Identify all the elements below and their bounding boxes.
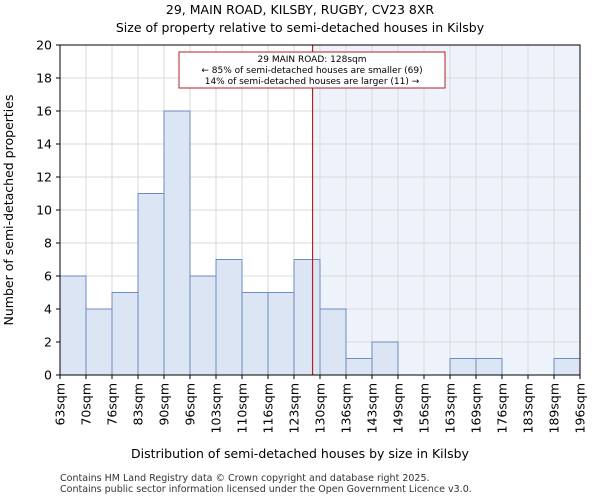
- bar: [111, 292, 139, 376]
- bar: [293, 259, 321, 376]
- x-tick-label: 176sqm: [495, 383, 510, 433]
- bar: [475, 358, 503, 376]
- annotation-line-1: 29 MAIN ROAD: 128sqm: [258, 55, 367, 65]
- bar: [267, 292, 295, 376]
- chart-title: 29, MAIN ROAD, KILSBY, RUGBY, CV23 8XR: [166, 2, 435, 17]
- x-tick-label: 196sqm: [573, 383, 588, 433]
- y-tick-label: 12: [36, 170, 52, 185]
- x-tick-label: 63sqm: [53, 383, 68, 426]
- y-tick-label: 10: [36, 203, 52, 218]
- bar: [85, 308, 113, 376]
- footer-line-1: Contains HM Land Registry data © Crown c…: [60, 473, 430, 484]
- bar: [163, 110, 191, 376]
- x-tick-label: 123sqm: [287, 383, 302, 433]
- y-tick-label: 0: [44, 368, 52, 383]
- x-tick-label: 110sqm: [235, 383, 250, 433]
- x-tick-label: 116sqm: [261, 383, 276, 433]
- x-tick-label: 130sqm: [313, 383, 328, 433]
- y-tick-label: 4: [44, 302, 52, 317]
- marker-annotation: 29 MAIN ROAD: 128sqm ← 85% of semi-detac…: [178, 51, 446, 89]
- bar: [319, 308, 347, 376]
- x-tick-label: 189sqm: [547, 383, 562, 433]
- bar: [241, 292, 269, 376]
- x-axis-label: Distribution of semi-detached houses by …: [131, 446, 470, 461]
- annotation-line-2: ← 85% of semi-detached houses are smalle…: [201, 66, 422, 76]
- x-tick-label: 76sqm: [105, 383, 120, 426]
- x-tick-label: 156sqm: [417, 383, 432, 433]
- x-tick-label: 103sqm: [209, 383, 224, 433]
- footer-line-2: Contains public sector information licen…: [60, 484, 472, 495]
- x-tick-label: 96sqm: [183, 383, 198, 426]
- x-tick-label: 143sqm: [365, 383, 380, 433]
- x-tick-label: 163sqm: [443, 383, 458, 433]
- bar: [449, 358, 477, 376]
- y-tick-label: 14: [36, 137, 52, 152]
- x-tick-label: 149sqm: [391, 383, 406, 433]
- y-tick-label: 18: [36, 71, 52, 86]
- y-tick-label: 2: [44, 335, 52, 350]
- x-tick-label: 70sqm: [79, 383, 94, 426]
- y-tick-label: 6: [44, 269, 52, 284]
- annotation-box: [178, 51, 446, 89]
- x-tick-label: 169sqm: [469, 383, 484, 433]
- bar: [59, 275, 87, 376]
- y-tick-label: 20: [36, 38, 52, 53]
- bar: [215, 259, 243, 376]
- y-axis-label: Number of semi-detached properties: [1, 95, 16, 326]
- y-tick-label: 8: [44, 236, 52, 251]
- annotation-line-3: 14% of semi-detached houses are larger (…: [205, 77, 420, 87]
- bar: [137, 193, 165, 376]
- bar: [553, 358, 581, 376]
- x-tick-label: 83sqm: [131, 383, 146, 426]
- x-tick-label: 90sqm: [157, 383, 172, 426]
- bar: [371, 341, 399, 376]
- x-tick-label: 136sqm: [339, 383, 354, 433]
- bar: [345, 358, 373, 376]
- x-tick-label: 183sqm: [521, 383, 536, 433]
- bar: [189, 275, 217, 376]
- chart-subtitle: Size of property relative to semi-detach…: [116, 20, 485, 35]
- y-tick-label: 16: [36, 104, 52, 119]
